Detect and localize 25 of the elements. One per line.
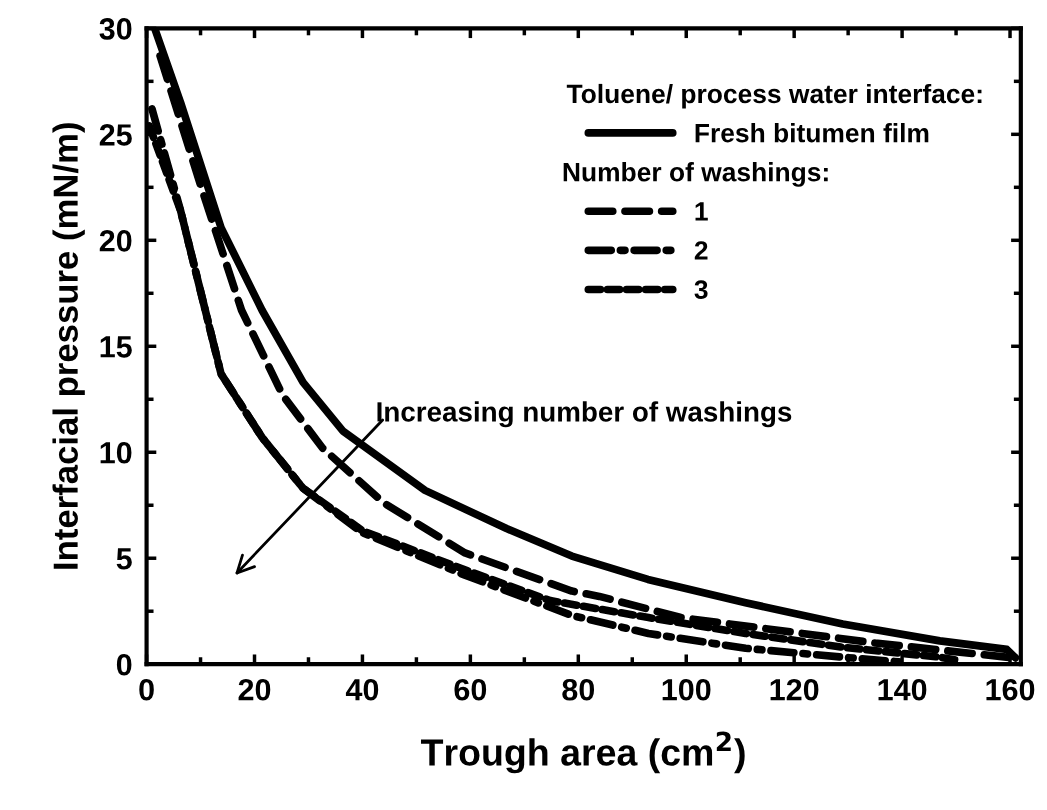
y-axis-title: Interfacial pressure (mN/m) bbox=[52, 123, 85, 569]
x-tick-label: 60 bbox=[454, 678, 487, 701]
legend-label: 2 bbox=[694, 241, 708, 260]
x-tick-label: 0 bbox=[139, 678, 154, 701]
x-tick-label: 140 bbox=[878, 678, 927, 701]
y-tick-label: 25 bbox=[99, 124, 132, 146]
legend-label: Fresh bitumen film bbox=[695, 123, 929, 143]
y-tick-label: 0 bbox=[116, 653, 132, 676]
x-axis-title: Trough area (cm$^{2}$) bbox=[421, 731, 745, 774]
y-tick-label: 30 bbox=[99, 18, 132, 40]
x-tick-label: 100 bbox=[662, 678, 711, 701]
x-tick-label: 20 bbox=[238, 678, 271, 701]
x-tick-label: 40 bbox=[345, 678, 379, 701]
legend-label: 3 bbox=[694, 280, 708, 299]
legend-label: 1 bbox=[695, 202, 708, 221]
y-tick-label: 20 bbox=[99, 230, 132, 252]
legend-title: Toluene/ process water interface: bbox=[566, 83, 982, 109]
annotation: Number of washings: bbox=[563, 162, 828, 187]
x-tick-label: 160 bbox=[986, 678, 1035, 701]
x-tick-label: 120 bbox=[770, 678, 819, 701]
y-tick-label: 10 bbox=[100, 441, 132, 464]
y-tick-label: 5 bbox=[116, 548, 132, 570]
x-tick-label: 80 bbox=[562, 678, 595, 701]
y-tick-label: 15 bbox=[100, 336, 132, 358]
annotation: Increasing number of washings bbox=[377, 401, 792, 428]
